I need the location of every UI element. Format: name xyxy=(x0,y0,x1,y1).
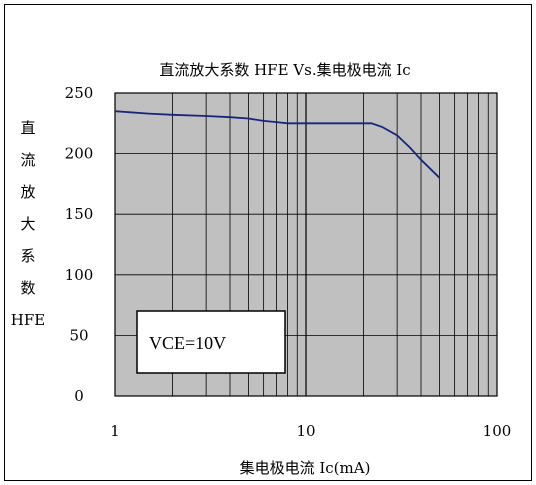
y-tick-label: 50 xyxy=(69,326,88,344)
x-tick-label: 100 xyxy=(483,422,512,440)
y-tick-label: 0 xyxy=(74,387,84,405)
series-line xyxy=(114,110,441,179)
x-axis-label: 集电极电流 Ic(mA) xyxy=(240,459,371,477)
annotation-text: VCE=10V xyxy=(149,333,226,353)
y-axis-label: 直流放大系数 HFE xyxy=(11,119,45,329)
plot-border xyxy=(114,92,498,397)
y-axis-label-char: 流 xyxy=(20,151,35,169)
annotation-box: VCE=10V xyxy=(136,310,286,374)
y-axis-label-char: 数 xyxy=(20,279,35,297)
y-axis-label-char: 直 xyxy=(20,119,35,137)
chart-frame: 直流放大系数 HFE Vs.集电极电流 Ic 250 200 150 100 50 0 1… xyxy=(4,4,532,481)
y-tick-label: 150 xyxy=(65,205,94,223)
hfe-vs-ic-chart: 直流放大系数 HFE Vs.集电极电流 Ic 250 200 150 100 50 0 1… xyxy=(11,61,512,477)
y-tick-label: 250 xyxy=(65,84,94,102)
x-tick-labels: 1 10 100 xyxy=(110,422,511,440)
y-axis-label-char: HFE xyxy=(11,311,45,329)
x-tick-label: 10 xyxy=(296,422,315,440)
chart-title: 直流放大系数 HFE Vs.集电极电流 Ic xyxy=(159,61,410,79)
y-axis-label-char: 系 xyxy=(20,247,35,265)
y-tick-labels: 250 200 150 100 50 0 xyxy=(65,84,94,405)
annotation-box-frame xyxy=(136,310,286,374)
y-axis-label-char: 大 xyxy=(20,215,35,233)
y-tick-label: 200 xyxy=(65,145,94,163)
x-tick-label: 1 xyxy=(110,422,120,440)
y-axis-label-char: 放 xyxy=(20,183,35,201)
y-tick-label: 100 xyxy=(65,266,94,284)
